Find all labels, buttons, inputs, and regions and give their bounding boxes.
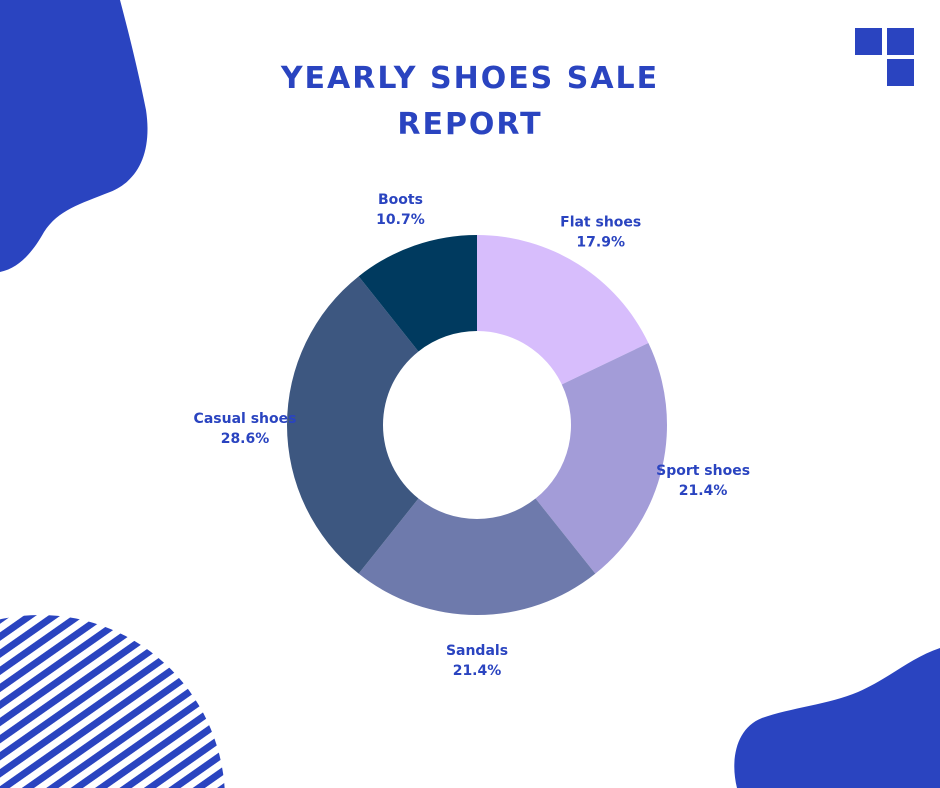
donut-slice-flat-shoes <box>477 235 649 385</box>
slice-label-value: 28.6% <box>221 431 270 447</box>
chart-title: YEARLY SHOES SALE REPORT <box>0 56 940 148</box>
slice-label-group: Sandals 21.4% <box>446 643 508 679</box>
slice-label-group: Boots 10.7% <box>376 192 425 228</box>
slice-label-name: Sandals <box>446 643 508 659</box>
slice-label-name: Boots <box>378 192 423 208</box>
chart-title-line-2: REPORT <box>397 107 543 142</box>
donut-slice-sport-shoes <box>535 343 667 574</box>
slice-label-value: 21.4% <box>679 483 728 499</box>
slice-label-value: 21.4% <box>453 663 502 679</box>
donut-slice-sandals <box>358 498 596 615</box>
squares-logo <box>855 28 914 86</box>
slice-label-name: Flat shoes <box>560 215 641 231</box>
blob-top-left <box>0 0 148 272</box>
slice-label-value: 10.7% <box>376 212 425 228</box>
slice-label-name: Casual shoes <box>194 411 297 427</box>
slice-label-group: Sport shoes 21.4% <box>656 463 750 499</box>
slice-label-name: Sport shoes <box>656 463 750 479</box>
donut-slice-casual-shoes <box>287 276 419 574</box>
donut-slice-boots <box>358 235 477 352</box>
slice-label-group: Casual shoes 28.6% <box>194 411 297 447</box>
blob-bottom-right <box>734 648 940 788</box>
slice-label-group: Flat shoes 17.9% <box>560 215 641 251</box>
slice-label-value: 17.9% <box>576 235 625 251</box>
chart-title-line-1: YEARLY SHOES SALE <box>280 61 660 96</box>
